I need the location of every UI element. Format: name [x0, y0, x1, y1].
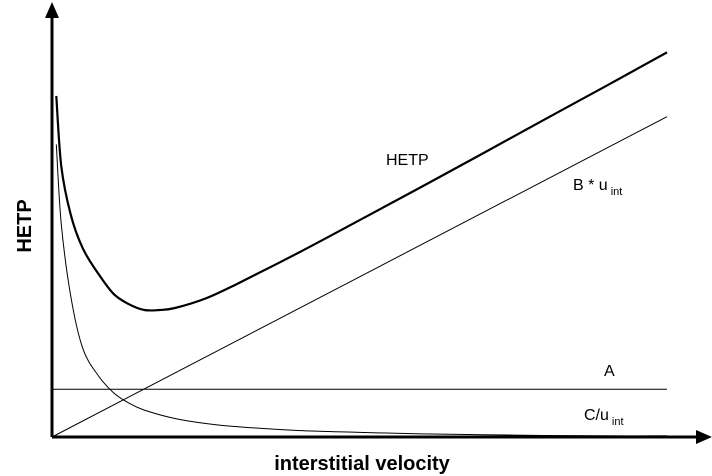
c-term-curve [55, 144, 668, 437]
series-layer [51, 51, 668, 438]
hetp-curve-label: HETP [386, 152, 429, 169]
y-axis-title: HETP [14, 199, 36, 252]
x-axis-arrow [696, 430, 712, 444]
b-term-label: B * u int [573, 177, 622, 198]
b-term-label-main: B * u [573, 177, 608, 194]
hetp-curve [55, 51, 668, 312]
b-term-label-sub: int [611, 186, 623, 198]
x-axis-title: interstitial velocity [274, 453, 450, 475]
c-term-label-sub: int [612, 416, 624, 428]
b-term-curve [51, 116, 668, 438]
y-axis-arrow [45, 2, 59, 18]
c-term-label-main: C/u [584, 407, 609, 424]
a-term-label: A [604, 363, 615, 380]
c-term-label: C/u int [584, 407, 624, 428]
